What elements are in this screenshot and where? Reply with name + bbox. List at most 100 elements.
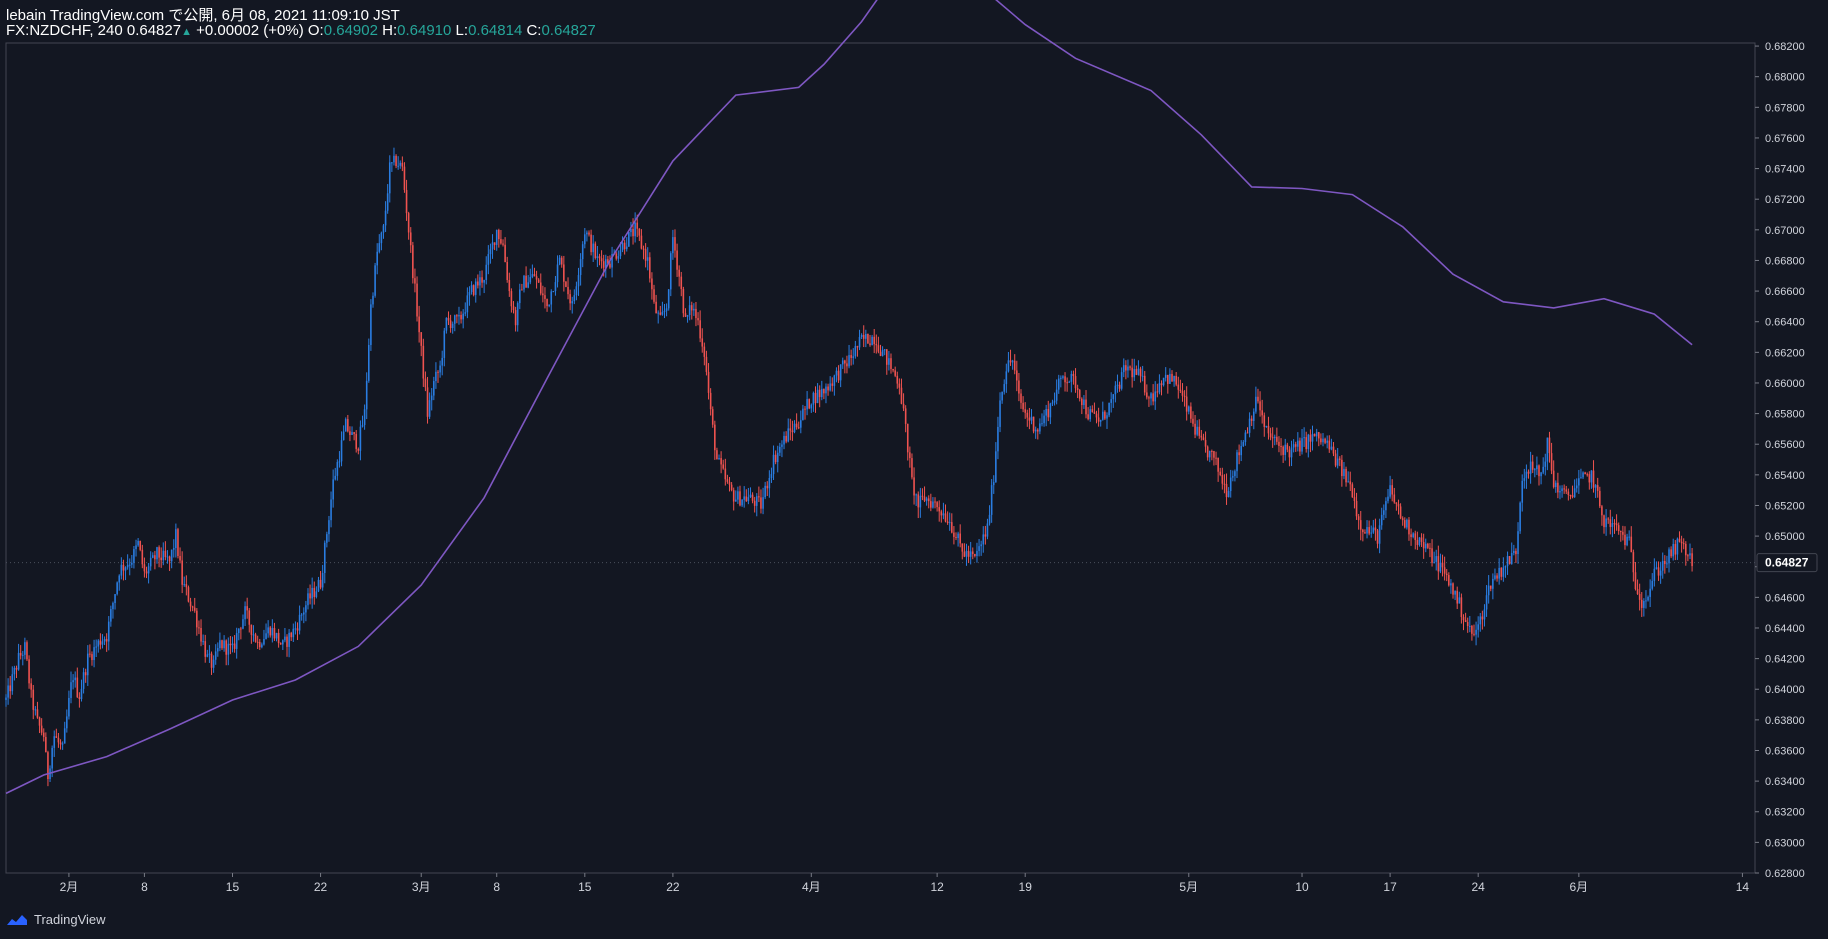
candle-body bbox=[961, 543, 964, 552]
candle-body bbox=[718, 458, 720, 460]
candle-body bbox=[743, 496, 745, 500]
candle-body bbox=[1422, 541, 1425, 549]
candle-body bbox=[357, 448, 360, 451]
candle-body bbox=[179, 555, 181, 561]
candle-body bbox=[1450, 583, 1452, 586]
candle-body bbox=[825, 386, 827, 394]
candle-body bbox=[414, 278, 416, 284]
candle-body bbox=[1548, 437, 1551, 454]
candle-body bbox=[407, 213, 410, 233]
candle-body bbox=[391, 162, 393, 164]
candle-body bbox=[760, 497, 762, 509]
candle-body bbox=[944, 513, 947, 522]
last-price-label: 0.64827 bbox=[1765, 556, 1809, 570]
y-tick-label: 0.64600 bbox=[1765, 592, 1805, 604]
candle-body bbox=[577, 275, 580, 287]
candle-body bbox=[560, 257, 563, 265]
candle-body bbox=[334, 475, 337, 480]
candle-body bbox=[818, 389, 821, 398]
candle-body bbox=[546, 298, 548, 307]
candle-body bbox=[957, 533, 959, 538]
candle-body bbox=[59, 742, 62, 745]
candle-body bbox=[1651, 580, 1654, 589]
candle-body bbox=[514, 310, 517, 326]
footer-brand[interactable]: TradingView bbox=[34, 912, 106, 927]
candle-body bbox=[1571, 495, 1574, 498]
candle-body bbox=[1167, 374, 1169, 384]
candle-body bbox=[162, 550, 165, 561]
candle-body bbox=[1345, 468, 1347, 483]
candle-body bbox=[42, 732, 45, 737]
candle-body bbox=[902, 403, 905, 409]
candle-body bbox=[1284, 444, 1287, 455]
candle-body bbox=[479, 277, 481, 286]
candle-body bbox=[739, 491, 741, 506]
candle-body bbox=[552, 291, 555, 293]
candle-body bbox=[139, 540, 142, 550]
close-label: C: bbox=[526, 22, 542, 39]
candle-body bbox=[103, 639, 106, 642]
candle-body bbox=[317, 579, 320, 592]
candle-body bbox=[1343, 468, 1345, 477]
candle-body bbox=[539, 282, 542, 294]
y-axis-ticks: 0.62800 0.63000 0.63200 0.63400 0.63600 0.638… bbox=[1755, 41, 1805, 880]
candle-body bbox=[193, 607, 196, 611]
candle-body bbox=[623, 242, 626, 250]
candle-body bbox=[1557, 482, 1559, 493]
candle-body bbox=[1278, 441, 1280, 446]
candle-body bbox=[1347, 481, 1349, 483]
candle-body bbox=[619, 250, 622, 257]
candle-body bbox=[1534, 469, 1536, 471]
candle-body bbox=[917, 494, 920, 508]
candle-body bbox=[640, 235, 643, 249]
candle-body bbox=[118, 575, 121, 583]
candle-body bbox=[388, 162, 391, 194]
candle-body bbox=[1680, 541, 1683, 544]
candle-body bbox=[483, 279, 485, 283]
candle-body bbox=[646, 257, 649, 261]
candle-body bbox=[768, 478, 771, 489]
candle-body bbox=[252, 634, 255, 636]
candle-body bbox=[1588, 474, 1591, 483]
candle-body bbox=[835, 370, 838, 376]
candle-body bbox=[1104, 411, 1106, 419]
candle-body bbox=[1198, 426, 1201, 436]
candle-body bbox=[1064, 376, 1066, 383]
open-label: O: bbox=[307, 22, 324, 39]
candle-body bbox=[911, 458, 913, 478]
candle-body bbox=[722, 464, 725, 469]
candle-body bbox=[1510, 553, 1513, 564]
candle-body bbox=[1609, 519, 1612, 527]
candle-body bbox=[1290, 447, 1293, 458]
candle-body bbox=[1139, 368, 1142, 377]
candle-body bbox=[1183, 395, 1186, 397]
candle-body bbox=[451, 323, 454, 329]
candle-body bbox=[1460, 597, 1463, 618]
candle-body bbox=[124, 567, 127, 571]
candle-body bbox=[1531, 461, 1534, 470]
y-tick-label: 0.64200 bbox=[1765, 654, 1805, 666]
candle-body bbox=[1655, 567, 1658, 569]
candle-body bbox=[55, 736, 58, 738]
candle-body bbox=[470, 285, 473, 293]
candle-body bbox=[40, 725, 43, 733]
candle-body bbox=[458, 315, 460, 317]
candle-body bbox=[1177, 384, 1180, 390]
candle-body bbox=[1257, 396, 1259, 402]
y-tick-label: 0.63800 bbox=[1765, 715, 1805, 727]
candle-body bbox=[246, 606, 248, 611]
candle-body bbox=[1116, 384, 1119, 386]
candle-body bbox=[900, 387, 903, 404]
candle-body bbox=[1395, 502, 1398, 504]
candle-body bbox=[1435, 556, 1438, 562]
candle-body bbox=[1246, 432, 1249, 434]
candle-body bbox=[168, 556, 171, 562]
candle-body bbox=[1632, 552, 1635, 573]
candle-body bbox=[158, 547, 160, 558]
candle-body bbox=[896, 375, 899, 384]
candle-body bbox=[1083, 399, 1085, 406]
symbol-line[interactable]: FX:NZDCHF, 240 0.64827 bbox=[6, 22, 182, 39]
candle-body bbox=[11, 674, 14, 692]
candle-body bbox=[820, 388, 823, 398]
